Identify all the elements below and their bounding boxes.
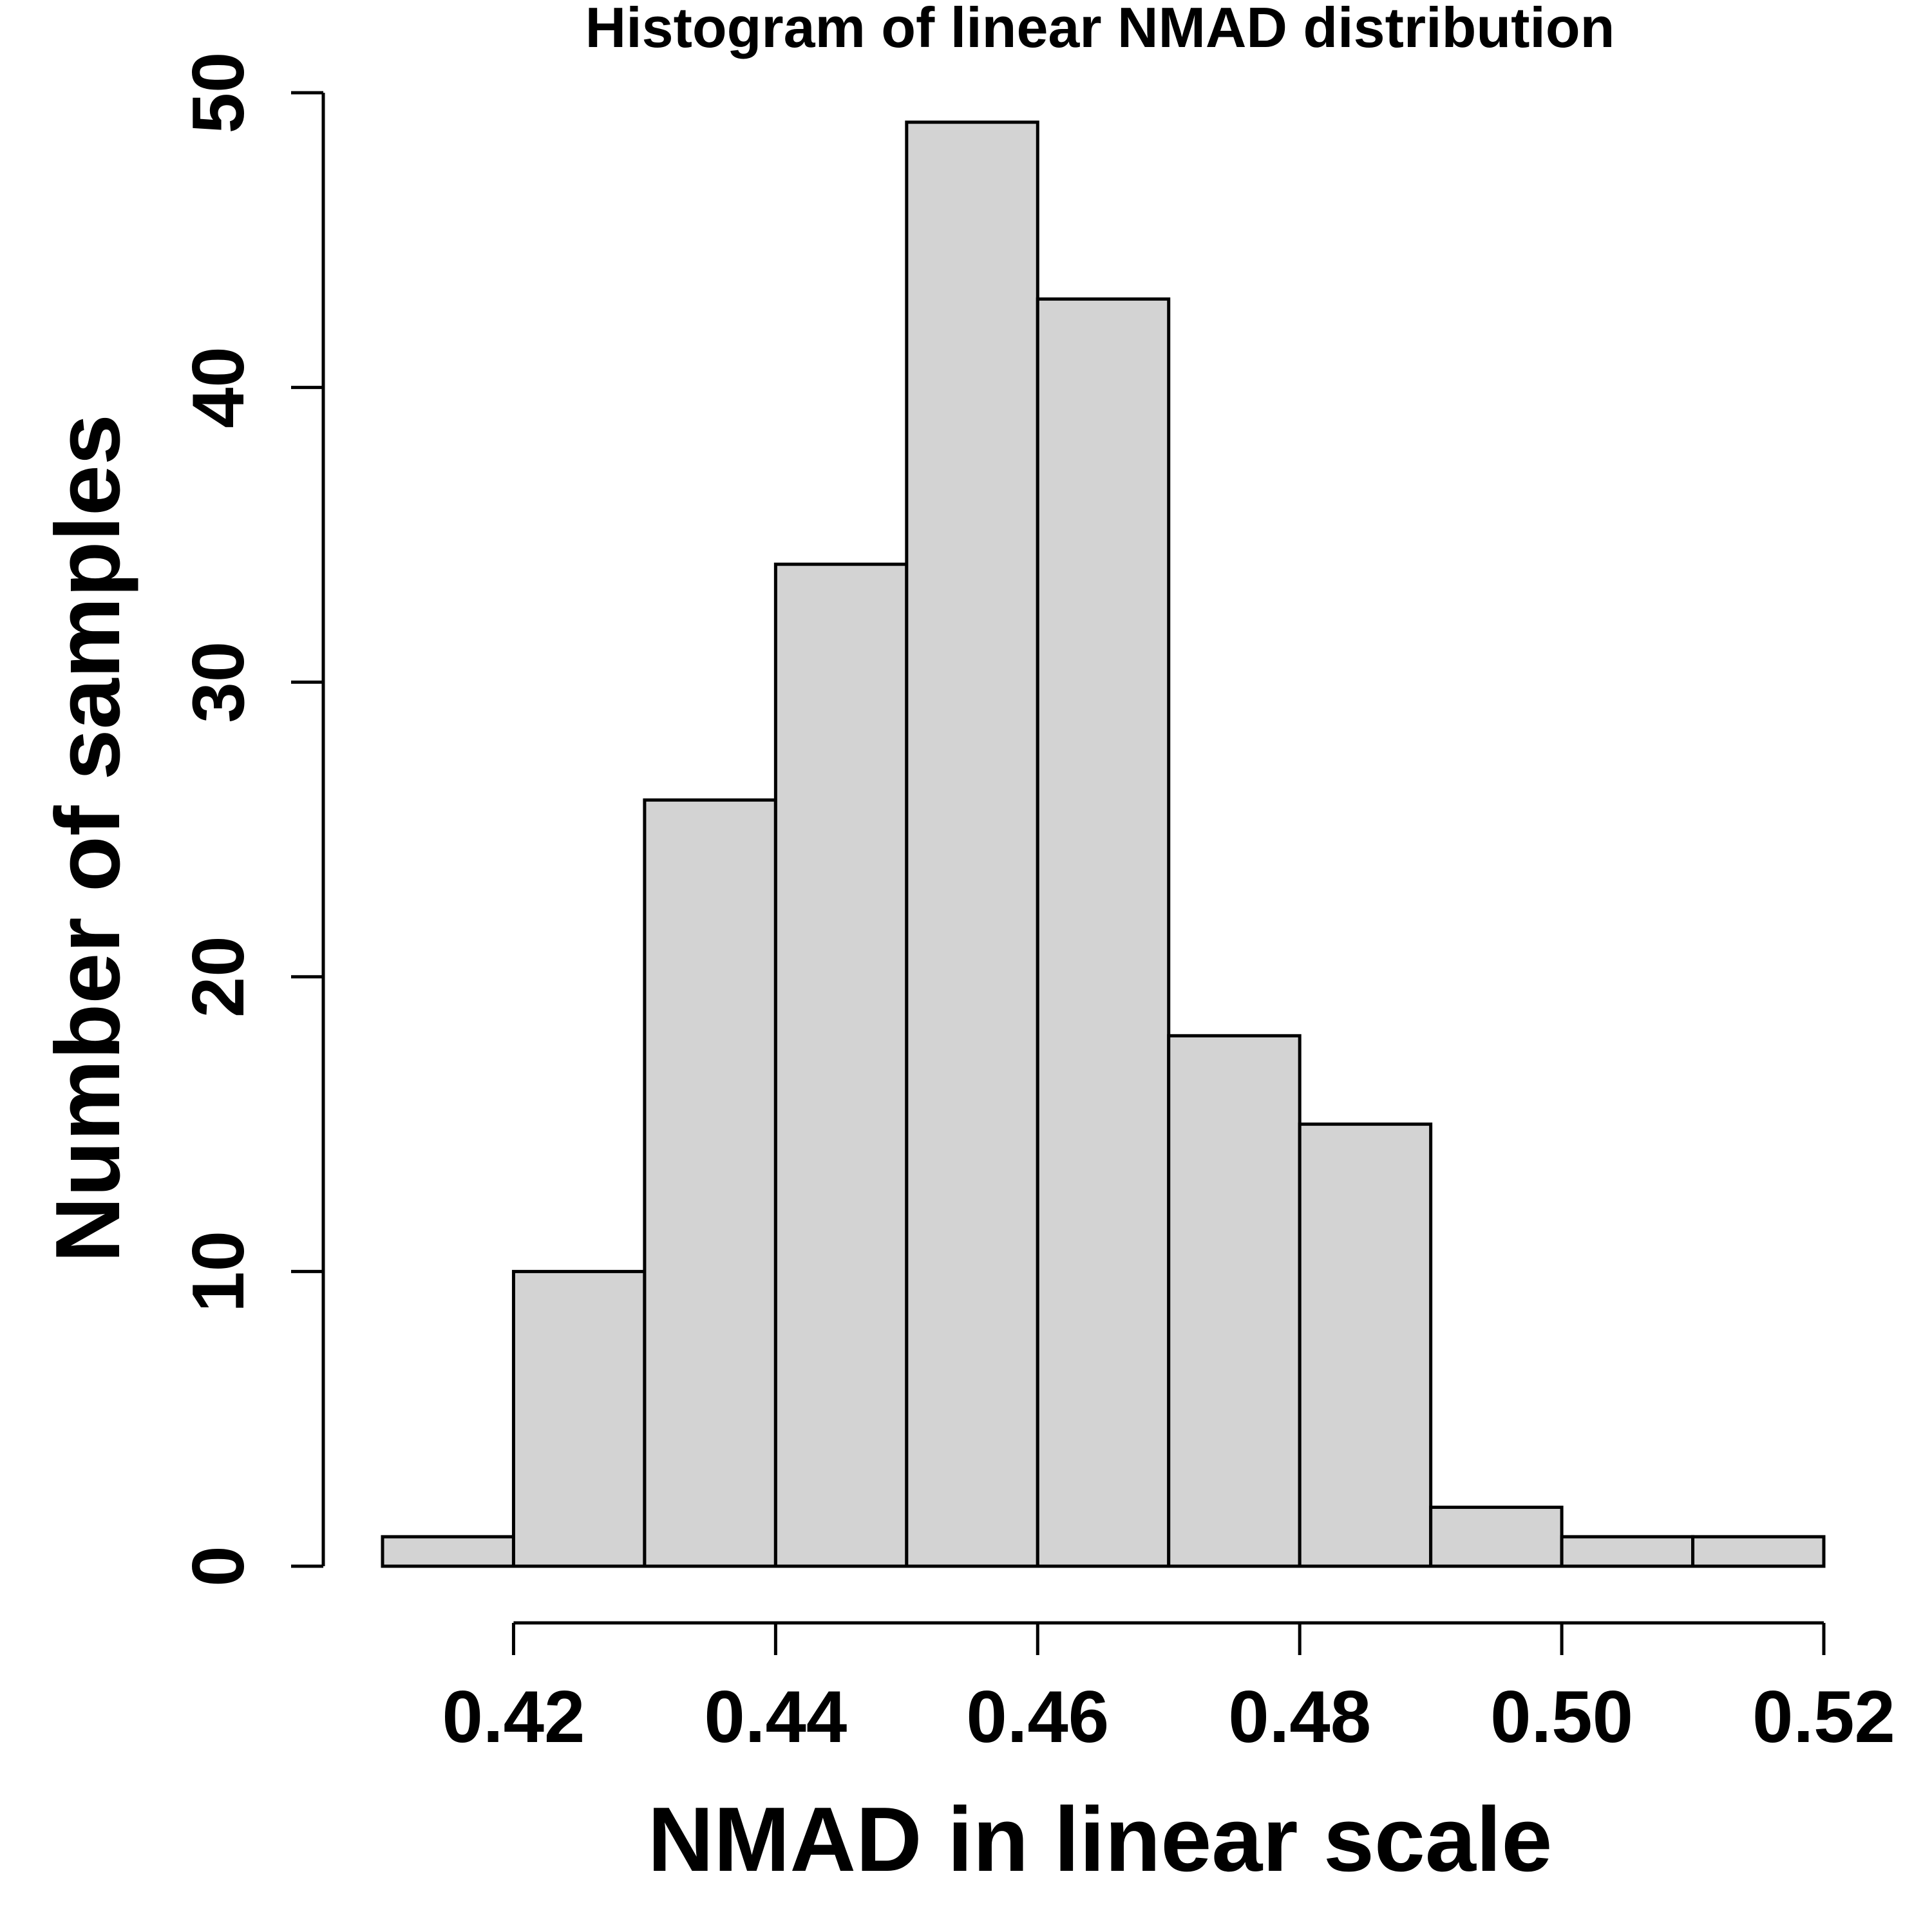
- histogram-bar-2: [643, 798, 777, 1568]
- histogram-bar-9: [1560, 1535, 1695, 1568]
- x-axis: 0.42 0.44 0.46 0.48 0.50 0.52: [442, 1621, 1895, 1758]
- y-tick-label-4: 40: [178, 346, 260, 428]
- x-tick-label-5: 0.52: [1752, 1676, 1895, 1758]
- histogram-bar-7: [1298, 1122, 1433, 1568]
- histogram-bar-8: [1429, 1505, 1564, 1568]
- y-tick-label-0: 0: [178, 1546, 260, 1586]
- y-axis-label: Number of samples: [37, 414, 139, 1263]
- y-tick-label-5: 50: [178, 52, 260, 134]
- x-axis-label: NMAD in linear scale: [648, 1788, 1553, 1891]
- histogram-bar-6: [1167, 1034, 1302, 1568]
- x-tick-label-1: 0.44: [704, 1676, 847, 1758]
- y-tick-label-2: 20: [178, 936, 260, 1018]
- chart-title: Histogram of linear NMAD distribution: [585, 0, 1615, 59]
- y-tick-label-3: 30: [178, 641, 260, 723]
- histogram-bar-3: [773, 562, 909, 1568]
- bars-group: [381, 120, 1826, 1568]
- histogram-bar-0: [381, 1535, 515, 1568]
- histogram-bar-4: [905, 120, 1039, 1568]
- y-tick-label-1: 10: [178, 1231, 260, 1312]
- x-tick-label-0: 0.42: [442, 1676, 585, 1758]
- x-tick-label-2: 0.46: [966, 1676, 1109, 1758]
- histogram-bar-10: [1691, 1535, 1826, 1568]
- histogram-bar-1: [511, 1269, 647, 1568]
- x-tick-label-4: 0.50: [1490, 1676, 1633, 1758]
- y-axis: 0 10 20 30 40 50: [178, 52, 325, 1587]
- histogram-bar-5: [1036, 297, 1171, 1568]
- x-tick-label-3: 0.48: [1228, 1676, 1371, 1758]
